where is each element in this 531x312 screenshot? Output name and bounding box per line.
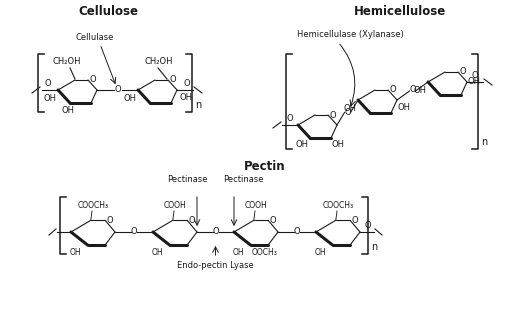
Text: COOCH₃: COOCH₃ [322,201,354,210]
Text: O: O [131,227,138,236]
Text: COOH: COOH [245,201,268,210]
Text: OH: OH [468,77,481,86]
Text: OH: OH [70,248,81,257]
Text: n: n [481,137,487,147]
Text: O: O [389,85,396,95]
Text: O: O [287,114,293,123]
Text: Pectinase: Pectinase [223,175,264,184]
Text: OH: OH [233,248,244,257]
Text: CH₂OH: CH₂OH [145,57,173,66]
Text: O: O [114,85,121,95]
Text: O: O [365,221,371,230]
Text: O: O [351,216,358,225]
Text: n: n [195,100,201,110]
Text: Pectinase: Pectinase [167,175,208,184]
Text: Cellulase: Cellulase [76,33,114,42]
Text: OH: OH [179,93,192,102]
Text: OH: OH [314,248,326,257]
Text: O: O [294,227,301,236]
Text: Cellulose: Cellulose [78,5,138,18]
Text: Hemicellulose: Hemicellulose [354,5,446,18]
Text: OH: OH [62,106,74,115]
Text: OH: OH [344,104,357,113]
Text: OH: OH [123,94,136,103]
Text: OH: OH [295,140,308,149]
Text: O: O [344,108,351,117]
Text: O: O [472,71,478,80]
Text: OH: OH [151,248,163,257]
Text: COOCH₃: COOCH₃ [78,201,108,210]
Text: O: O [169,76,176,85]
Text: O: O [329,110,336,119]
Text: O: O [269,216,276,225]
Text: CH₂OH: CH₂OH [53,57,81,66]
Text: O: O [184,79,190,88]
Text: O: O [89,76,96,85]
Text: O: O [188,216,195,225]
Text: O: O [212,227,219,236]
Text: O: O [106,216,113,225]
Text: Endo-pectin Lyase: Endo-pectin Lyase [177,261,254,270]
Text: OH: OH [332,140,345,149]
Text: OH: OH [43,94,56,103]
Text: OOCH₃: OOCH₃ [252,248,278,257]
Text: Hemicellulase (Xylanase): Hemicellulase (Xylanase) [297,30,404,39]
Text: COOH: COOH [164,201,186,210]
Text: OH: OH [414,86,427,95]
Text: Pectin: Pectin [244,160,286,173]
Text: n: n [371,242,377,252]
Text: O: O [45,79,52,88]
Text: OH: OH [398,103,411,112]
Text: O: O [459,67,466,76]
Text: O: O [409,85,416,95]
